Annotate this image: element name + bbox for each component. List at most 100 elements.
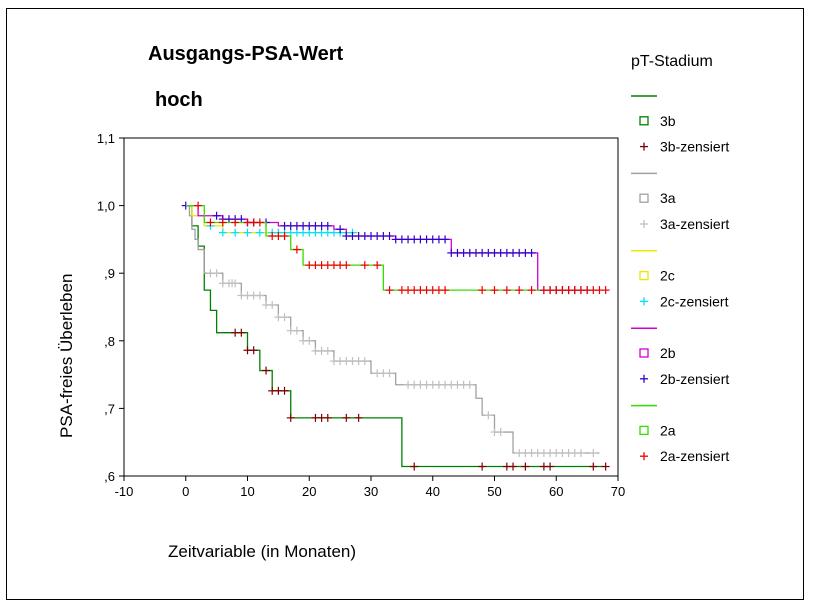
censor-mark-3b xyxy=(354,413,363,422)
legend-label: 3b-zensiert xyxy=(660,139,729,155)
curve-3a xyxy=(185,204,600,454)
legend-plus xyxy=(640,374,648,383)
censor-mark-2c xyxy=(231,228,240,237)
legend-plus xyxy=(640,297,648,306)
x-tick-label: 60 xyxy=(549,484,563,499)
censor-mark-3a xyxy=(360,357,369,366)
legend-square xyxy=(639,348,649,358)
chart-title-line2: hoch xyxy=(155,89,203,111)
legend-square xyxy=(639,116,649,126)
censor-mark-3b xyxy=(249,346,258,355)
legend-title: pT-Stadium xyxy=(631,53,713,70)
censor-mark-3a xyxy=(268,300,277,309)
x-tick-label: -10 xyxy=(115,484,134,499)
censor-mark-2a xyxy=(292,245,301,254)
censor-mark-3b xyxy=(601,462,610,471)
chart-title-line1: Ausgangs-PSA-Wert xyxy=(148,43,344,65)
x-tick-label: 30 xyxy=(364,484,378,499)
censor-mark-3b xyxy=(509,462,518,471)
censor-mark-3a xyxy=(496,428,505,437)
censor-mark-2b xyxy=(527,248,536,257)
censor-mark-3a xyxy=(385,369,394,378)
legend-label: 2c-zensiert xyxy=(660,293,729,309)
censor-mark-3b xyxy=(342,413,351,422)
censor-mark-3a xyxy=(589,449,598,458)
legend-plus xyxy=(640,142,648,151)
censor-mark-2a xyxy=(218,218,227,227)
curve-2b xyxy=(185,204,588,291)
curve-2c xyxy=(185,204,359,234)
censor-mark-2b xyxy=(237,215,246,224)
censor-mark-2a xyxy=(255,218,264,227)
legend-label: 2c xyxy=(660,268,675,284)
censor-mark-2a xyxy=(490,286,499,295)
censor-mark-2a xyxy=(373,261,382,270)
censor-mark-3b xyxy=(546,462,555,471)
legend: 3b 3b-zensiert 3a 3a-zensiert 2c 2c-zensiert 2… xyxy=(631,95,729,464)
censor-mark-2a xyxy=(280,232,289,241)
censor-mark-2a xyxy=(231,218,240,227)
censor-mark-3b xyxy=(410,462,419,471)
censor-mark-2a xyxy=(342,261,351,270)
censor-mark-2a xyxy=(601,286,610,295)
censor-mark-3a xyxy=(212,269,221,278)
censor-mark-3a xyxy=(323,346,332,355)
censor-mark-3a xyxy=(231,279,240,288)
censor-mark-2a xyxy=(527,286,536,295)
legend-label: 3a-zensiert xyxy=(660,216,729,232)
censor-mark-2a xyxy=(194,201,203,210)
legend-label: 3a xyxy=(660,190,676,206)
censor-mark-2c xyxy=(255,228,264,237)
x-tick-label: 10 xyxy=(240,484,254,499)
censor-mark-2a xyxy=(360,261,369,270)
x-tick-label: 50 xyxy=(487,484,501,499)
survival-curves xyxy=(181,201,610,471)
x-axis: -10 0 10 20 30 40 50 60 70 xyxy=(115,476,625,499)
censor-mark-2b xyxy=(441,235,450,244)
censor-mark-3b xyxy=(237,328,246,337)
censor-mark-2a xyxy=(515,286,524,295)
y-tick-label: 1,1 xyxy=(97,131,115,146)
legend-plus xyxy=(640,220,648,228)
y-axis-label: PSA-freies Überleben xyxy=(57,274,76,438)
x-tick-label: 20 xyxy=(302,484,316,499)
censor-mark-3a xyxy=(465,380,474,389)
censor-mark-2a xyxy=(206,218,215,227)
censor-mark-2a xyxy=(441,286,450,295)
censor-mark-2a xyxy=(502,286,511,295)
censor-mark-2a xyxy=(478,286,487,295)
censor-mark-3b xyxy=(323,413,332,422)
legend-label: 2a-zensiert xyxy=(660,448,729,464)
legend-label: 2b xyxy=(660,345,676,361)
censor-mark-2a xyxy=(385,286,394,295)
y-tick-label: ,7 xyxy=(104,401,115,416)
y-axis: ,6 ,7 ,8 ,9 1,0 1,1 xyxy=(97,131,124,484)
censor-mark-3b xyxy=(521,462,530,471)
censor-mark-2b xyxy=(323,221,332,230)
censor-mark-2b xyxy=(336,225,345,234)
x-tick-label: 70 xyxy=(611,484,625,499)
censor-mark-2c xyxy=(218,228,227,237)
chart-frame xyxy=(6,8,804,600)
censor-mark-3b xyxy=(478,462,487,471)
x-axis-label: Zeitvariable (in Monaten) xyxy=(168,542,356,561)
censor-mark-2b xyxy=(385,232,394,241)
censor-mark-3a xyxy=(280,313,289,322)
curve-2a xyxy=(185,204,600,291)
y-tick-label: 1,0 xyxy=(97,199,115,214)
censor-mark-3b xyxy=(589,462,598,471)
legend-label: 2a xyxy=(660,422,676,438)
legend-plus xyxy=(640,452,648,461)
censor-mark-3a xyxy=(305,336,314,345)
curve-3b xyxy=(185,204,606,468)
legend-label: 3b xyxy=(660,113,676,129)
legend-square xyxy=(639,425,649,436)
x-tick-label: 0 xyxy=(182,484,189,499)
censor-mark-3b xyxy=(280,386,289,395)
y-tick-label: ,9 xyxy=(104,266,115,281)
legend-label: 2b-zensiert xyxy=(660,371,729,387)
y-tick-label: ,6 xyxy=(104,469,115,484)
censor-mark-3b xyxy=(286,413,295,422)
y-tick-label: ,8 xyxy=(104,334,115,349)
plot-area xyxy=(123,137,619,477)
